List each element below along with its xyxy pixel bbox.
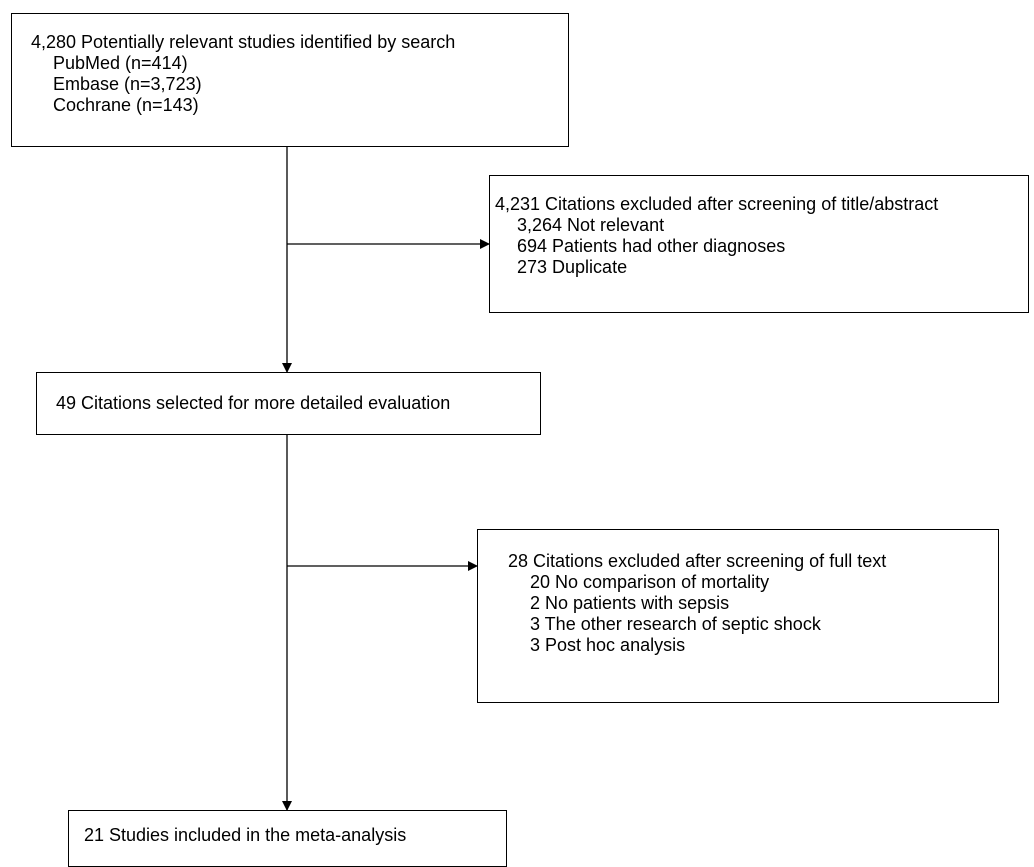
meta-analysis-included-box: 21 Studies included in the meta-analysis	[68, 810, 507, 867]
full-text-exclusion-box: 28 Citations excluded after screening of…	[477, 529, 999, 703]
exclusion2-post-hoc: 3 Post hoc analysis	[530, 635, 686, 655]
search-source-pubmed: PubMed (n=414)	[53, 53, 188, 73]
exclusion2-heading: 28 Citations excluded after screening of…	[508, 551, 887, 571]
search-source-embase: Embase (n=3,723)	[53, 74, 202, 94]
selected-heading: 49 Citations selected for more detailed …	[56, 393, 451, 413]
search-heading: 4,280 Potentially relevant studies ident…	[31, 32, 456, 52]
exclusion1-other-diagnoses: 694 Patients had other diagnoses	[517, 236, 786, 256]
title-abstract-exclusion-box: 4,231 Citations excluded after screening…	[489, 175, 1029, 313]
exclusion2-septic-shock-research: 3 The other research of septic shock	[530, 614, 821, 634]
exclusion2-no-mortality-comparison: 20 No comparison of mortality	[530, 572, 770, 592]
exclusion1-not-relevant: 3,264 Not relevant	[517, 215, 665, 235]
exclusion1-duplicate: 273 Duplicate	[517, 257, 628, 277]
detailed-evaluation-box: 49 Citations selected for more detailed …	[36, 372, 541, 435]
exclusion1-heading: 4,231 Citations excluded after screening…	[495, 194, 939, 214]
included-heading: 21 Studies included in the meta-analysis	[84, 825, 407, 845]
search-source-cochrane: Cochrane (n=143)	[53, 95, 199, 115]
exclusion2-no-sepsis-patients: 2 No patients with sepsis	[530, 593, 730, 613]
search-results-box: 4,280 Potentially relevant studies ident…	[11, 13, 569, 147]
